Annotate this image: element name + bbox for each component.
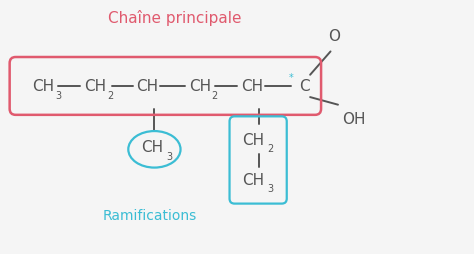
Text: CH: CH xyxy=(32,79,54,94)
Text: CH: CH xyxy=(137,79,158,94)
Text: CH: CH xyxy=(189,79,211,94)
Text: C: C xyxy=(299,79,310,94)
Text: 3: 3 xyxy=(166,152,173,162)
Text: Chaîne principale: Chaîne principale xyxy=(108,10,242,26)
Text: 3: 3 xyxy=(268,184,274,194)
Text: Ramifications: Ramifications xyxy=(103,209,197,223)
Text: OH: OH xyxy=(342,112,365,127)
Text: CH: CH xyxy=(242,172,264,187)
Text: CH: CH xyxy=(141,140,163,155)
Text: *: * xyxy=(288,72,293,83)
Text: 2: 2 xyxy=(107,90,113,100)
Text: CH: CH xyxy=(242,132,264,147)
Text: 2: 2 xyxy=(211,90,218,100)
Text: O: O xyxy=(328,29,340,43)
Text: CH: CH xyxy=(84,79,106,94)
Text: 2: 2 xyxy=(268,143,274,153)
Text: 3: 3 xyxy=(55,90,61,100)
Text: CH: CH xyxy=(241,79,263,94)
